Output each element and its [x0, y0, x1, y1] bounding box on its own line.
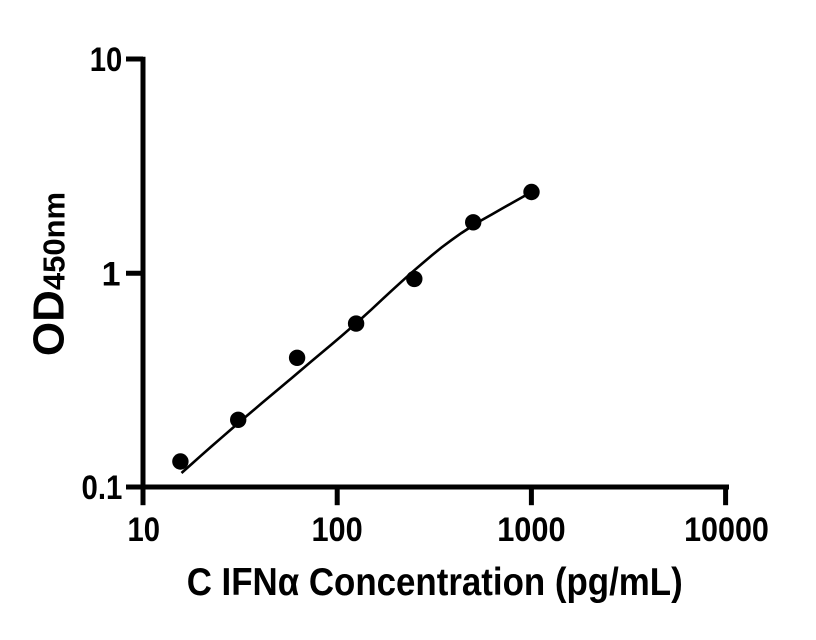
- svg-text:10: 10: [128, 511, 161, 549]
- svg-text:C IFNα Concentration (pg/mL): C IFNα Concentration (pg/mL): [187, 561, 683, 604]
- svg-text:10: 10: [90, 41, 123, 79]
- svg-text:1: 1: [102, 255, 121, 293]
- svg-text:1000: 1000: [497, 511, 565, 549]
- svg-text:10000: 10000: [684, 511, 769, 549]
- svg-text:0.1: 0.1: [82, 469, 123, 507]
- svg-text:100: 100: [311, 511, 362, 549]
